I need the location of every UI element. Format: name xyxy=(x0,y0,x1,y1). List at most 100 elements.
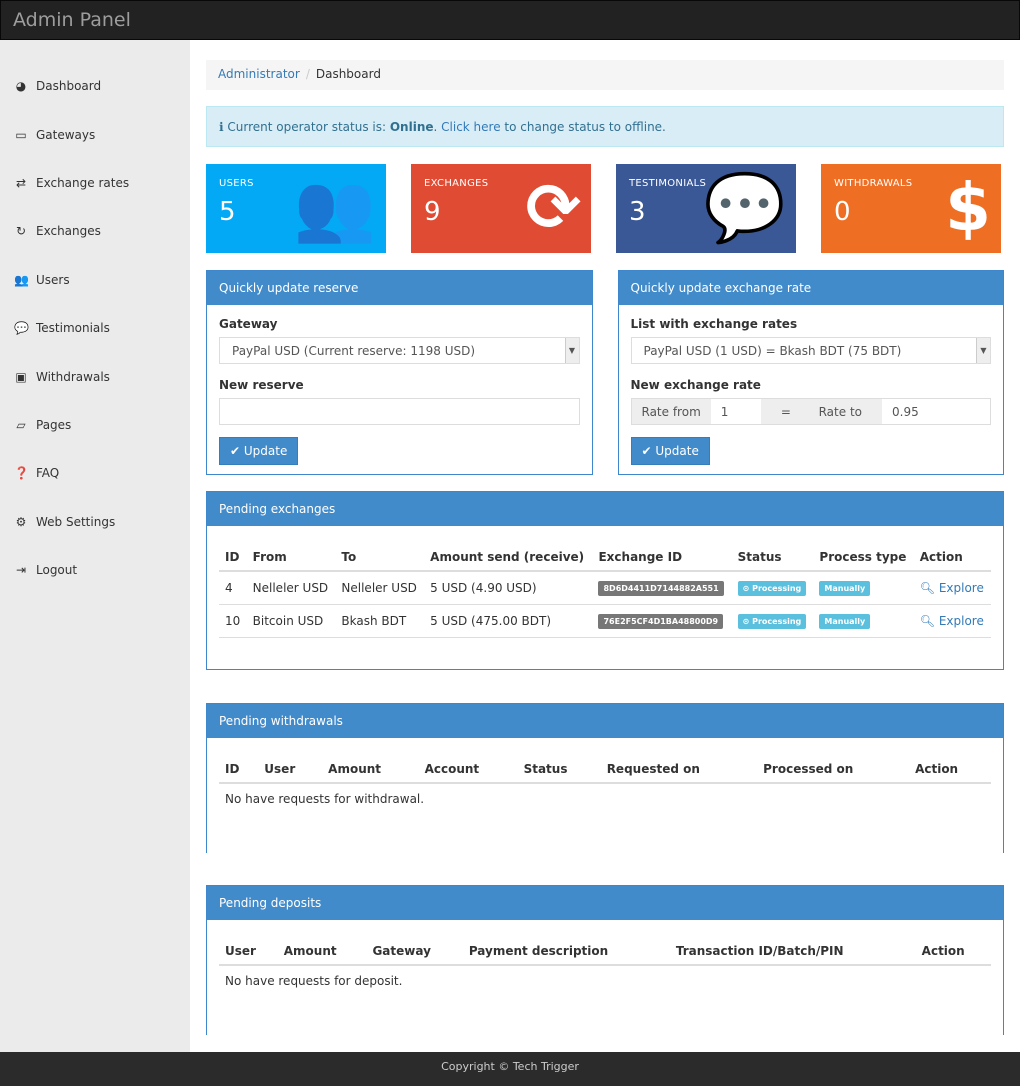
explore-link[interactable]: 🔍︎ Explore xyxy=(920,581,984,595)
column-header: Action xyxy=(913,544,991,572)
process-type-badge: Manually xyxy=(819,581,871,596)
stat-card-users[interactable]: USERS 5 👥 xyxy=(206,164,386,253)
update-rate-button[interactable]: ✔ Update xyxy=(630,437,710,465)
sidebar-item-testimonials[interactable]: 💬 Testimonials xyxy=(0,304,190,352)
cell-id: 10 xyxy=(219,604,247,638)
empty-message: No have requests for deposit. xyxy=(225,974,403,988)
update-reserve-button[interactable]: ✔ Update xyxy=(219,437,299,465)
table-header-row: ID User Amount Account Status Requested on Pro… xyxy=(219,756,991,784)
dollar-icon: $ xyxy=(945,169,991,246)
new-reserve-input[interactable] xyxy=(219,398,580,425)
cell-from: Nelleler USD xyxy=(246,571,336,605)
sidebar-item-exchanges[interactable]: ↻ Exchanges xyxy=(0,207,190,255)
sidebar-item-label: Gateways xyxy=(36,127,96,142)
stat-card-withdrawals[interactable]: WITHDRAWALS 0 $ xyxy=(821,164,1001,253)
status-badge: ⊙ Processing xyxy=(737,581,807,596)
gateway-label: Gateway xyxy=(219,317,278,331)
money-icon: ▣ xyxy=(15,369,27,384)
sidebar-item-faq[interactable]: ❓ FAQ xyxy=(0,449,190,497)
explore-link[interactable]: 🔍︎ Explore xyxy=(920,614,984,628)
gateway-select[interactable]: PayPal USD (Current reserve: 1198 USD) ▼ xyxy=(219,337,580,364)
pending-deposits-panel: Pending deposits User Amount Gateway Paymen… xyxy=(206,885,1004,1035)
explore-label: Explore xyxy=(938,614,984,628)
alert-dot: . xyxy=(433,120,442,134)
exchange-rate-panel: Quickly update exchange rate List with e… xyxy=(617,270,1004,475)
sidebar-item-users[interactable]: 👥 Users xyxy=(0,256,190,304)
users-icon: 👥 xyxy=(14,272,29,287)
cell-process-type: Manually xyxy=(813,604,914,638)
column-header: Amount send (receive) xyxy=(424,544,593,572)
column-header: Process type xyxy=(813,544,914,572)
sidebar-item-web-settings[interactable]: ⚙ Web Settings xyxy=(0,498,190,546)
pending-deposits-title: Pending deposits xyxy=(207,886,1003,920)
sidebar-item-gateways[interactable]: ▭ Gateways xyxy=(0,110,190,158)
cell-to: Bkash BDT xyxy=(335,604,425,638)
operator-status: Online xyxy=(389,120,434,134)
rate-from-input[interactable]: 1 xyxy=(720,405,729,419)
sidebar-item-dashboard[interactable]: ◕ Dashboard xyxy=(0,62,190,110)
empty-row: No have requests for withdrawal. xyxy=(219,783,991,814)
pending-withdrawals-panel: Pending withdrawals ID User Amount Account S… xyxy=(206,703,1004,853)
stat-card-exchanges[interactable]: EXCHANGES 9 ⟳ xyxy=(411,164,591,253)
sidebar-item-withdrawals[interactable]: ▣ Withdrawals xyxy=(0,352,190,400)
rate-to-input[interactable]: 0.95 xyxy=(892,405,919,419)
sidebar-item-label: Users xyxy=(36,272,70,287)
stat-value: 0 xyxy=(834,197,851,227)
dashboard-icon: ◕ xyxy=(15,79,27,94)
sidebar-item-exchange-rates[interactable]: ⇄ Exchange rates xyxy=(0,159,190,207)
reserve-panel-title: Quickly update reserve xyxy=(207,271,592,305)
status-alert: ℹ Current operator status is: Online. Cl… xyxy=(206,106,1004,147)
cell-from: Bitcoin USD xyxy=(246,604,336,638)
sidebar-item-label: Logout xyxy=(36,563,78,578)
explore-label: Explore xyxy=(938,581,984,595)
column-header: Requested on xyxy=(600,756,758,784)
sidebar-item-logout[interactable]: ⇥ Logout xyxy=(0,546,190,594)
sidebar-item-label: Dashboard xyxy=(36,79,102,94)
cell-status: ⊙ Processing xyxy=(731,604,814,638)
column-header: From xyxy=(246,544,336,572)
exchange-icon: ⇄ xyxy=(15,175,27,190)
new-reserve-label: New reserve xyxy=(219,378,304,392)
rate-list-label: List with exchange rates xyxy=(630,317,798,331)
cell-to: Nelleler USD xyxy=(335,571,425,605)
sidebar-item-label: Pages xyxy=(36,417,72,432)
cell-amount: 5 USD (475.00 BDT) xyxy=(424,604,593,638)
table-header-row: User Amount Gateway Payment description Tran… xyxy=(219,938,991,966)
rate-select-value: PayPal USD (1 USD) = Bkash BDT (75 BDT) xyxy=(643,344,902,358)
change-status-link[interactable]: Click here xyxy=(441,120,501,134)
equals-sign: = xyxy=(780,405,791,419)
sidebar-item-label: Testimonials xyxy=(36,321,110,336)
column-header: User xyxy=(219,938,278,966)
pending-exchanges-panel: Pending exchanges ID From To Amount send (r… xyxy=(206,491,1004,670)
stat-value: 3 xyxy=(629,197,646,227)
pending-exchanges-title: Pending exchanges xyxy=(207,492,1003,526)
empty-message: No have requests for withdrawal. xyxy=(225,792,425,806)
sidebar-item-pages[interactable]: ▱ Pages xyxy=(0,401,190,449)
column-header: Processed on xyxy=(757,756,910,784)
stat-value: 5 xyxy=(219,197,236,227)
rate-from-label: Rate from xyxy=(631,399,711,424)
pending-withdrawals-title: Pending withdrawals xyxy=(207,704,1003,738)
sidebar-item-label: Web Settings xyxy=(36,514,116,529)
cell-amount: 5 USD (4.90 USD) xyxy=(424,571,593,605)
refresh-icon: ⟳ xyxy=(525,169,581,246)
stat-label: WITHDRAWALS xyxy=(834,178,913,189)
column-header: Gateway xyxy=(366,938,463,966)
reserve-panel: Quickly update reserve Gateway PayPal US… xyxy=(206,270,593,475)
column-header: Status xyxy=(731,544,814,572)
breadcrumb-administrator[interactable]: Administrator xyxy=(218,67,300,81)
stats-row: USERS 5 👥 EXCHANGES 9 ⟳ TESTIMONIALS 3 💬 WITHDRAW… xyxy=(206,164,1004,253)
alert-suffix: to change status to offline. xyxy=(500,120,666,134)
stat-card-testimonials[interactable]: TESTIMONIALS 3 💬 xyxy=(616,164,796,253)
stat-label: EXCHANGES xyxy=(424,178,489,189)
question-icon: ❓ xyxy=(14,466,29,481)
sign-out-icon: ⇥ xyxy=(15,563,27,578)
rate-select[interactable]: PayPal USD (1 USD) = Bkash BDT (75 BDT) ▼ xyxy=(630,337,991,364)
column-header: ID xyxy=(219,544,247,572)
users-icon: 👥 xyxy=(293,169,376,246)
column-header: To xyxy=(335,544,425,572)
app-title[interactable]: Admin Panel xyxy=(13,9,131,31)
cell-exchange-id: 8D6D4411D7144882A551 xyxy=(592,571,732,605)
column-header: Action xyxy=(909,756,991,784)
column-header: Account xyxy=(418,756,518,784)
